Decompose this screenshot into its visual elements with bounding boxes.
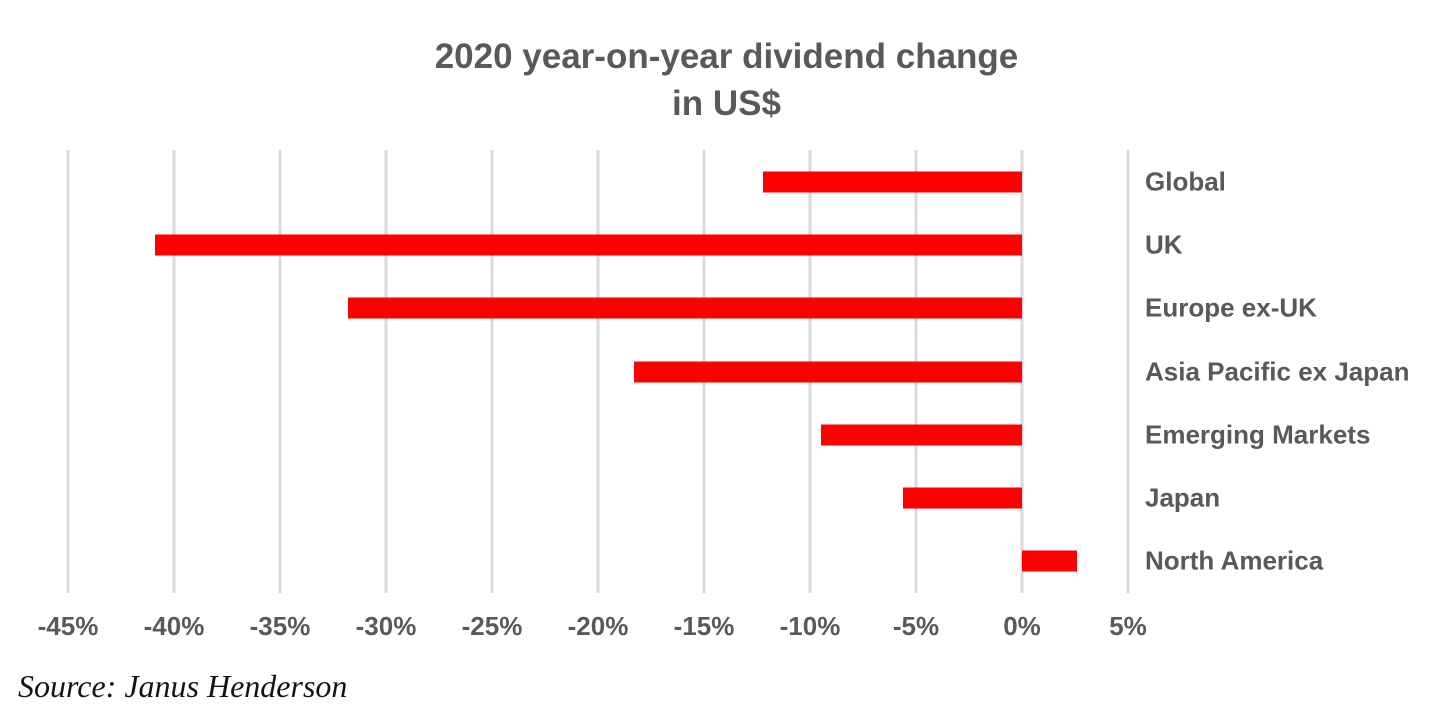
chart-title: 2020 year-on-year dividend change in US$ xyxy=(0,33,1453,127)
x-tick-label: 5% xyxy=(1109,611,1147,641)
x-tick-label: 0% xyxy=(1003,611,1041,641)
plot-area xyxy=(66,150,1130,593)
gridline xyxy=(66,150,70,593)
x-tick-label: -5% xyxy=(892,611,940,641)
gridline xyxy=(384,150,388,593)
x-tick-label: -30% xyxy=(355,611,417,641)
bar-japan xyxy=(903,487,1022,509)
category-label: North America xyxy=(1145,545,1324,576)
category-label: Japan xyxy=(1145,482,1221,513)
category-label: UK xyxy=(1145,229,1183,260)
gridline xyxy=(490,150,494,593)
gridline xyxy=(596,150,600,593)
bar-asia-pacific-ex-japan xyxy=(634,361,1022,382)
gridline xyxy=(1126,150,1130,593)
category-label: Global xyxy=(1145,166,1226,197)
category-label: Asia Pacific ex Japan xyxy=(1145,356,1410,386)
bar-north-america xyxy=(1022,550,1078,572)
x-axis: -45% -40% -35% -30% -25% -20% -15% -10% -5% 0% 5% xyxy=(38,611,1147,645)
x-tick-label: -15% xyxy=(673,611,735,641)
bar-emerging-markets xyxy=(820,424,1022,446)
x-tick-label: -10% xyxy=(779,611,841,641)
chart-title-line2: in US$ xyxy=(672,84,781,123)
gridline xyxy=(172,150,176,593)
category-label: Europe ex-UK xyxy=(1145,292,1317,323)
x-tick-label: -25% xyxy=(461,611,523,641)
chart-title-line1: 2020 year-on-year dividend change xyxy=(434,37,1019,76)
x-tick-label: -40% xyxy=(143,611,205,641)
category-labels: Global UK Europe ex-UK Asia Pacific ex Japa… xyxy=(1145,150,1453,593)
gridline xyxy=(1020,150,1024,593)
category-label: Emerging Markets xyxy=(1145,419,1371,450)
bar-global xyxy=(763,171,1022,193)
source-text: Source: Janus Henderson xyxy=(18,668,348,704)
x-tick-label: -35% xyxy=(249,611,311,641)
gridline xyxy=(278,150,282,593)
bar-uk xyxy=(154,234,1022,256)
x-tick-label: -45% xyxy=(37,611,99,641)
bar-europe-ex-uk xyxy=(347,297,1022,319)
x-tick-label: -20% xyxy=(567,611,629,641)
